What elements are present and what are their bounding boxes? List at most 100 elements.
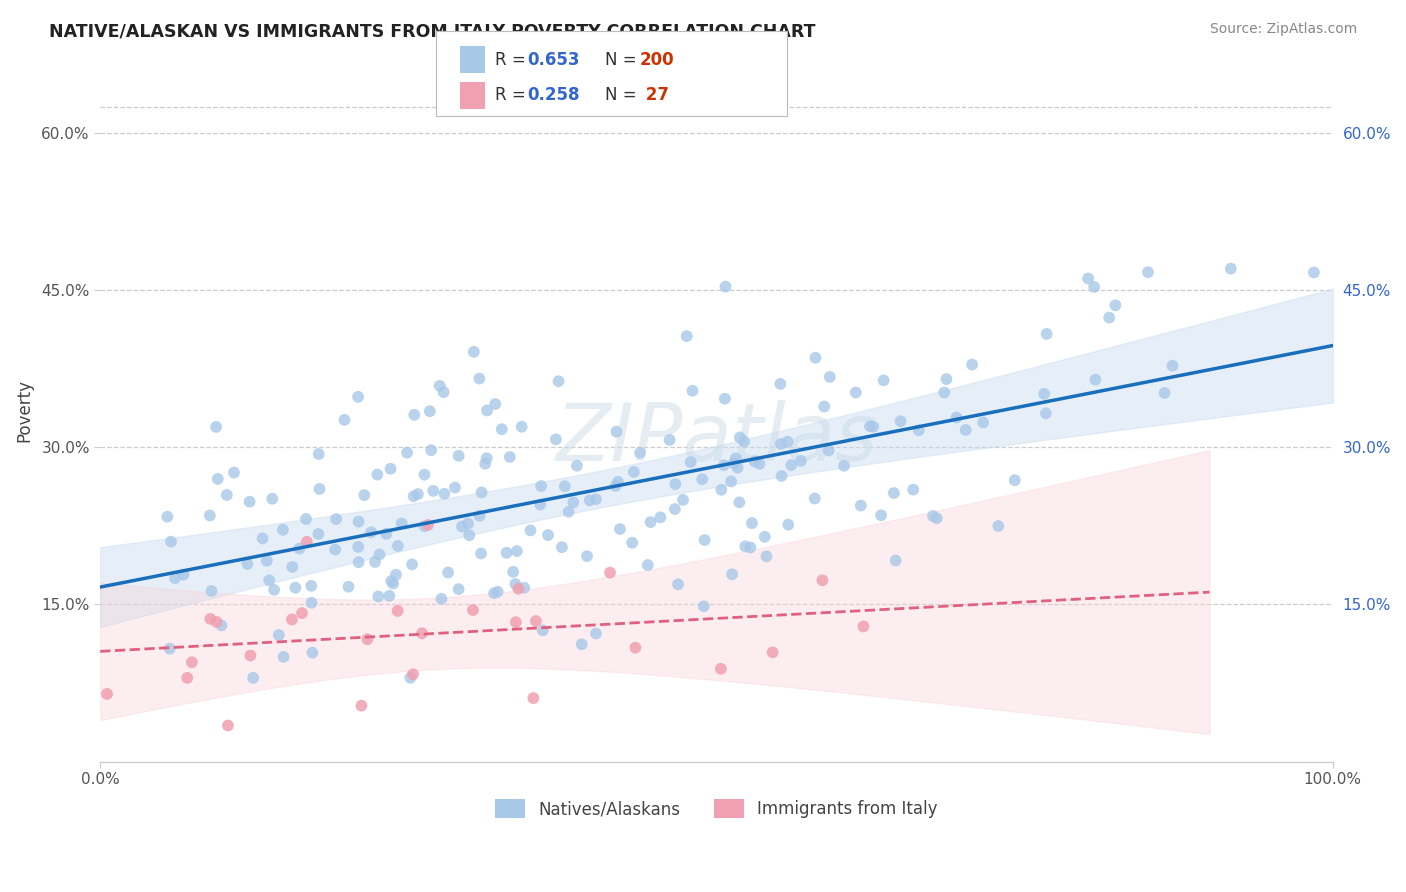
Point [675, 329, 697, 343]
Point [945, 410, 967, 425]
Point [508, 582, 530, 596]
Point [396, 446, 419, 460]
Point [291, 606, 314, 620]
Point [609, 522, 631, 536]
Text: 27: 27 [640, 87, 669, 104]
Text: ZIPatlas: ZIPatlas [555, 400, 877, 478]
Point [350, 698, 373, 713]
Point [433, 486, 456, 500]
Point [198, 508, 221, 523]
Point [475, 403, 498, 417]
Point [447, 582, 470, 596]
Point [295, 512, 318, 526]
Point [770, 469, 793, 483]
Point [762, 645, 785, 659]
Point [387, 539, 409, 553]
Point [571, 637, 593, 651]
Point [257, 574, 280, 588]
Point [531, 624, 554, 638]
Point [430, 591, 453, 606]
Point [333, 413, 356, 427]
Point [537, 528, 560, 542]
Point [1302, 265, 1324, 279]
Point [710, 662, 733, 676]
Point [607, 475, 630, 489]
Point [420, 443, 443, 458]
Point [1219, 261, 1241, 276]
Point [308, 482, 330, 496]
Point [475, 451, 498, 466]
Point [818, 370, 841, 384]
Point [416, 518, 439, 533]
Point [470, 546, 492, 560]
Point [1084, 373, 1107, 387]
Point [211, 618, 233, 632]
Point [353, 488, 375, 502]
Point [378, 589, 401, 603]
Point [482, 586, 505, 600]
Point [690, 472, 713, 486]
Point [96, 687, 118, 701]
Point [862, 419, 884, 434]
Point [413, 467, 436, 482]
Point [215, 488, 238, 502]
Point [1098, 310, 1121, 325]
Point [468, 508, 491, 523]
Point [693, 533, 716, 547]
Point [605, 479, 627, 493]
Point [728, 430, 751, 444]
Point [256, 554, 278, 568]
Point [281, 612, 304, 626]
Point [529, 498, 551, 512]
Point [585, 626, 607, 640]
Point [468, 371, 491, 385]
Point [239, 648, 262, 663]
Point [672, 492, 695, 507]
Point [884, 553, 907, 567]
Point [307, 527, 329, 541]
Point [471, 485, 494, 500]
Point [180, 655, 202, 669]
Point [693, 599, 716, 614]
Point [621, 535, 644, 549]
Point [576, 549, 599, 564]
Point [356, 632, 378, 647]
Point [748, 457, 770, 471]
Point [754, 530, 776, 544]
Point [173, 567, 195, 582]
Legend: Natives/Alaskans, Immigrants from Italy: Natives/Alaskans, Immigrants from Italy [489, 792, 945, 825]
Point [444, 481, 467, 495]
Point [429, 379, 451, 393]
Point [337, 580, 360, 594]
Point [530, 479, 553, 493]
Point [510, 419, 533, 434]
Point [288, 541, 311, 556]
Point [852, 619, 875, 633]
Point [301, 596, 323, 610]
Point [299, 579, 322, 593]
Point [522, 691, 544, 706]
Point [411, 626, 433, 640]
Point [308, 447, 330, 461]
Point [1104, 298, 1126, 312]
Point [713, 458, 735, 473]
Point [176, 671, 198, 685]
Point [727, 460, 749, 475]
Text: 0.258: 0.258 [527, 87, 579, 104]
Point [623, 465, 645, 479]
Point [544, 432, 567, 446]
Point [557, 505, 579, 519]
Point [907, 423, 929, 437]
Point [284, 581, 307, 595]
Point [347, 540, 370, 554]
Point [474, 457, 496, 471]
Point [780, 458, 803, 472]
Point [1083, 280, 1105, 294]
Point [207, 472, 229, 486]
Point [883, 486, 905, 500]
Point [733, 434, 755, 449]
Point [872, 373, 894, 387]
Text: 200: 200 [640, 51, 675, 69]
Point [658, 433, 681, 447]
Point [263, 582, 285, 597]
